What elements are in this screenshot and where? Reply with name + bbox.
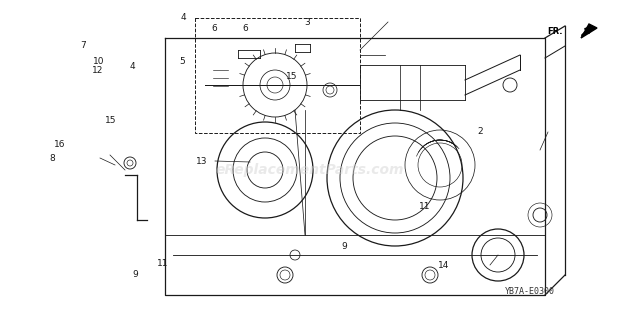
- Text: 3: 3: [304, 18, 310, 27]
- Text: 6: 6: [242, 24, 248, 33]
- Text: YB7A-E0300: YB7A-E0300: [505, 287, 555, 296]
- Text: 13: 13: [196, 157, 207, 166]
- Text: 9: 9: [341, 242, 347, 251]
- Text: 7: 7: [80, 41, 86, 51]
- Text: 6: 6: [211, 24, 217, 33]
- Text: 12: 12: [92, 66, 104, 75]
- Text: 11: 11: [419, 202, 430, 211]
- Text: 14: 14: [438, 260, 449, 270]
- Text: 15: 15: [286, 72, 297, 82]
- Text: 9: 9: [132, 270, 138, 279]
- Text: 2: 2: [477, 127, 484, 136]
- Text: 16: 16: [55, 140, 66, 149]
- Text: 11: 11: [157, 259, 169, 268]
- Text: 8: 8: [50, 153, 56, 163]
- Text: 10: 10: [94, 57, 105, 67]
- Text: eReplacementParts.com: eReplacementParts.com: [216, 163, 404, 177]
- Polygon shape: [581, 24, 597, 38]
- Text: 4: 4: [180, 12, 186, 22]
- Text: 15: 15: [105, 116, 116, 125]
- Text: FR.: FR.: [547, 28, 563, 37]
- Bar: [195, 18, 360, 133]
- Text: 5: 5: [179, 57, 185, 67]
- Text: 4: 4: [129, 62, 135, 71]
